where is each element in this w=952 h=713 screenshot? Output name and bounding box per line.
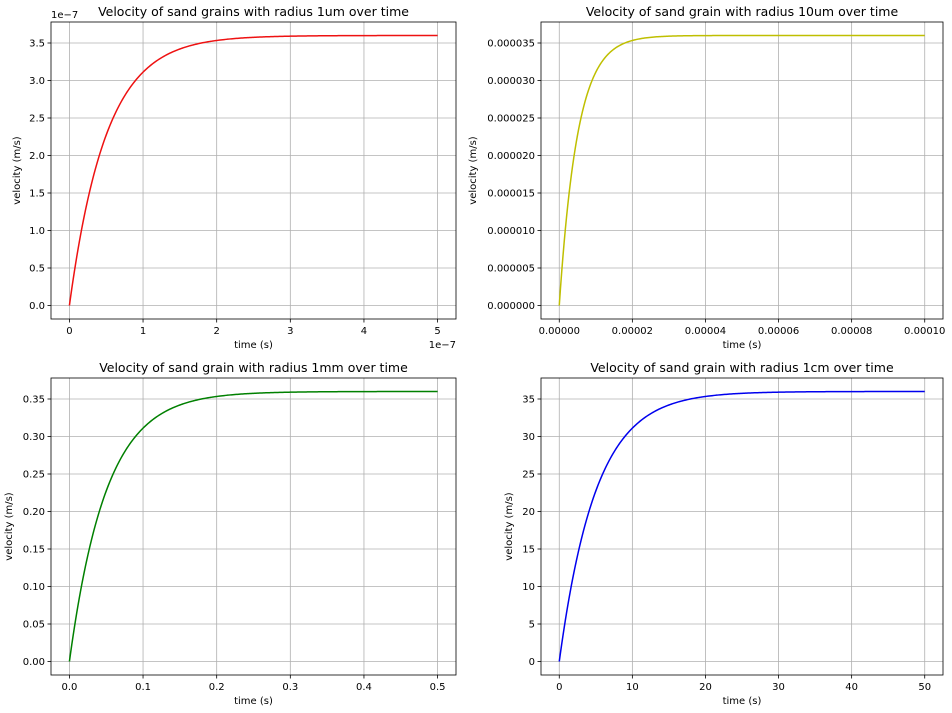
plot-area: [51, 378, 456, 675]
velocity-curve: [68, 390, 438, 662]
y-axis-label: velocity (m/s): [12, 136, 23, 204]
y-tick-label: 1.5: [29, 189, 45, 200]
y-tick-label: 0.000000: [487, 301, 535, 312]
chart-title: Velocity of sand grains with radius 1um …: [98, 4, 409, 19]
y-tick-label: 0.05: [23, 620, 45, 631]
x-tick-label: 0.00002: [612, 326, 653, 337]
x-tick-label: 0.4: [356, 682, 372, 693]
y-tick-label: 0.000020: [487, 151, 535, 162]
velocity-curve: [558, 34, 925, 306]
x-tick-label: 5: [434, 326, 440, 337]
y-tick-label: 3.0: [29, 76, 45, 87]
y-tick-label: 0.30: [23, 432, 45, 443]
subplot-velocity-1um: 0 1 2 3 4 5 0.0 0.5 1.0 1.5 2.0 2.5 3.0 3.5 Velocity o…: [12, 4, 457, 351]
y-axis-label: velocity (m/s): [4, 492, 15, 560]
y-tick-label: 10: [522, 582, 535, 593]
x-tick-label: 0.2: [209, 682, 225, 693]
chart-title: Velocity of sand grain with radius 1mm o…: [99, 360, 408, 375]
y-tick-label: 20: [522, 507, 535, 518]
plot-area: [541, 22, 943, 319]
y-tick-label: 0.35: [23, 395, 45, 406]
x-tick-label: 0.5: [430, 682, 446, 693]
y-tick-label: 0.00: [23, 657, 45, 668]
y-offset-label: 1e−7: [51, 10, 78, 21]
plot-area: [51, 22, 456, 319]
x-tick-label: 2: [213, 326, 219, 337]
axes-frame: [540, 21, 944, 320]
y-tick-label: 0.10: [23, 582, 45, 593]
x-tick-label: 0.00008: [831, 326, 872, 337]
x-tick-label: 50: [918, 682, 931, 693]
x-axis-label: time (s): [234, 696, 273, 707]
x-axis-label: time (s): [723, 340, 762, 351]
y-tick-label: 2.0: [29, 151, 45, 162]
x-tick-label: 0.00004: [685, 326, 726, 337]
subplot-velocity-1cm: 0 10 20 30 40 50 0 5 10 15 20 25 30 35 Velocity of san…: [504, 360, 944, 707]
x-axis-label: time (s): [234, 340, 273, 351]
x-tick-label: 3: [287, 326, 293, 337]
axes-frame: [540, 377, 944, 676]
y-axis-label: velocity (m/s): [504, 492, 515, 560]
plot-area: [541, 378, 943, 675]
y-tick-label: 0.000005: [487, 264, 535, 275]
y-tick-label: 5: [529, 620, 535, 631]
x-tick-label: 0.0: [61, 682, 77, 693]
y-tick-label: 0: [529, 657, 535, 668]
velocity-curve: [558, 390, 925, 662]
x-axis-label: time (s): [723, 696, 762, 707]
x-tick-label: 0: [66, 326, 72, 337]
x-tick-label: 30: [772, 682, 785, 693]
x-offset-label: 1e−7: [429, 340, 456, 351]
x-tick-label: 0.3: [282, 682, 298, 693]
x-tick-label: 0.00006: [758, 326, 799, 337]
y-tick-label: 25: [522, 470, 535, 481]
y-tick-label: 3.5: [29, 39, 45, 50]
y-tick-label: 0.25: [23, 470, 45, 481]
x-tick-label: 10: [626, 682, 639, 693]
x-tick-label: 0: [556, 682, 562, 693]
chart-title: Velocity of sand grain with radius 1cm o…: [590, 360, 894, 375]
y-tick-label: 0.000010: [487, 226, 535, 237]
x-tick-label: 0.00010: [904, 326, 945, 337]
y-tick-label: 30: [522, 432, 535, 443]
subplot-velocity-10um: 0.00000 0.00002 0.00004 0.00006 0.00008 0.000…: [468, 4, 945, 351]
x-tick-label: 1: [140, 326, 146, 337]
y-tick-label: 0.000035: [487, 39, 535, 50]
y-tick-label: 0.0: [29, 301, 45, 312]
subplot-velocity-1mm: 0.0 0.1 0.2 0.3 0.4 0.5 0.00 0.05 0.10 0.15 0.20 0.…: [4, 360, 457, 707]
y-tick-label: 0.20: [23, 507, 45, 518]
axes-frame: [50, 21, 457, 320]
chart-title: Velocity of sand grain with radius 10um …: [586, 4, 899, 19]
y-tick-label: 0.15: [23, 545, 45, 556]
y-tick-label: 2.5: [29, 114, 45, 125]
y-tick-label: 0.000025: [487, 114, 535, 125]
y-tick-label: 15: [522, 545, 535, 556]
x-tick-label: 20: [699, 682, 712, 693]
y-tick-label: 0.000030: [487, 76, 535, 87]
x-tick-label: 4: [361, 326, 367, 337]
y-tick-label: 0.000015: [487, 189, 535, 200]
x-tick-label: 0.1: [135, 682, 151, 693]
y-tick-label: 35: [522, 395, 535, 406]
y-tick-label: 1.0: [29, 226, 45, 237]
x-tick-label: 0.00000: [539, 326, 580, 337]
x-tick-label: 40: [845, 682, 858, 693]
y-axis-label: velocity (m/s): [468, 136, 479, 204]
velocity-curve: [68, 34, 438, 306]
y-tick-label: 0.5: [29, 264, 45, 275]
axes-frame: [50, 377, 457, 676]
